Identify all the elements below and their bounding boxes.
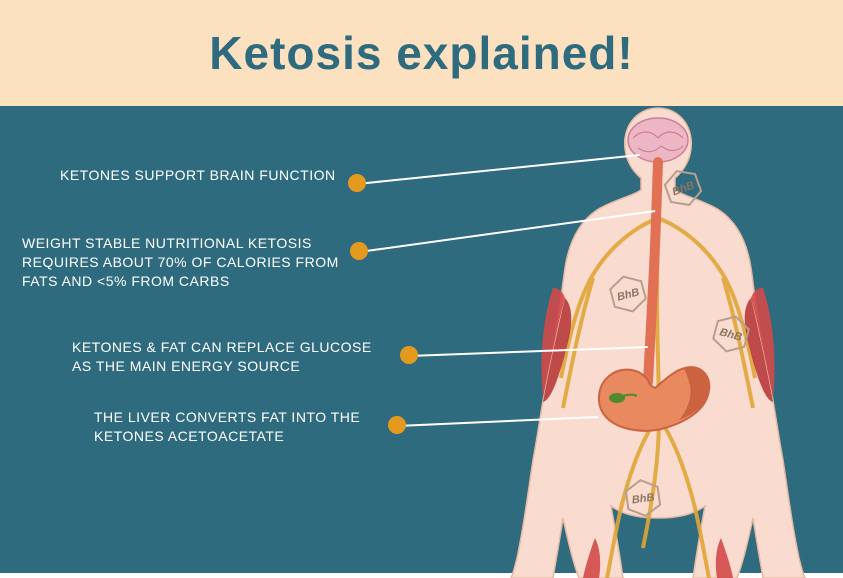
callout-dot: [400, 346, 418, 364]
callout-dot: [388, 416, 406, 434]
gallbladder: [609, 393, 625, 403]
main-panel: BhBBhBBhBBhB KETONES SUPPORT BRAIN FUNCT…: [0, 106, 843, 573]
callout-text: THE LIVER CONVERTS FAT INTO THE KETONES …: [94, 408, 394, 446]
callout-dot: [348, 174, 366, 192]
header: Ketosis explained!: [0, 0, 843, 106]
callout-text: WEIGHT STABLE NUTRITIONAL KETOSIS REQUIR…: [22, 234, 342, 291]
callout-text: KETONES SUPPORT BRAIN FUNCTION: [60, 166, 350, 185]
page-title: Ketosis explained!: [209, 26, 633, 80]
callout-dot: [350, 242, 368, 260]
callout-text: KETONES & FAT CAN REPLACE GLUCOSE AS THE…: [72, 338, 392, 376]
human-body-diagram: BhBBhBBhBBhB: [493, 98, 823, 578]
